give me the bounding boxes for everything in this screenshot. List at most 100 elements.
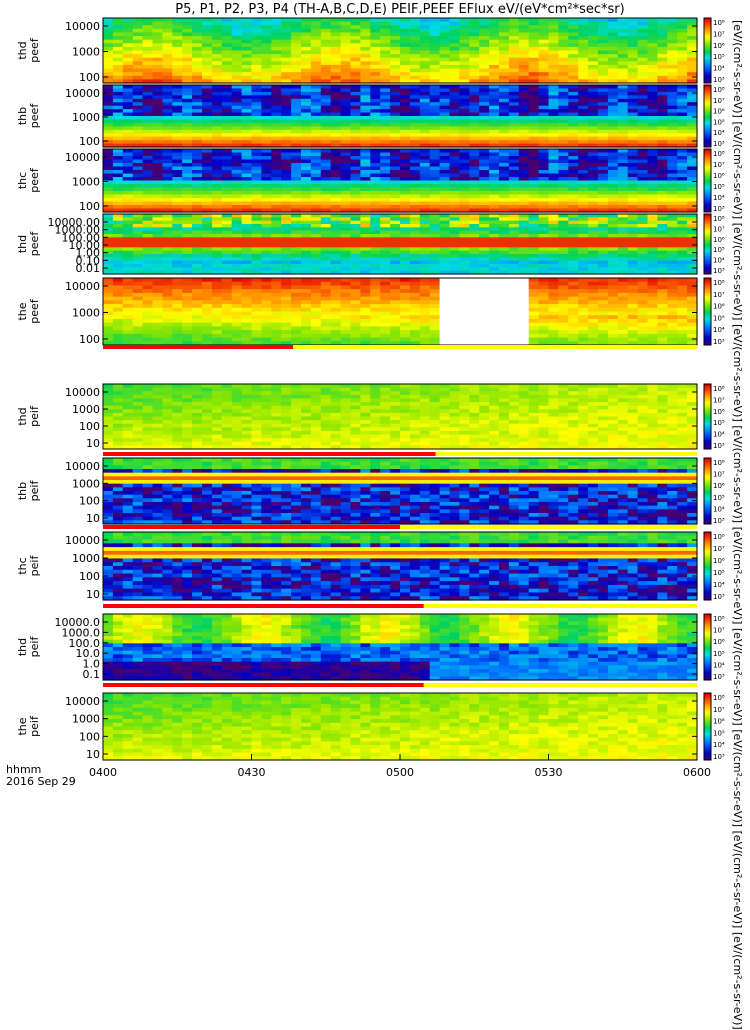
y-tick-label: 10000: [65, 695, 100, 708]
quality-flag-bar: [400, 525, 697, 529]
y-tick-label: 100: [79, 495, 100, 508]
y-tick-label: 100: [79, 333, 100, 346]
y-tick-label: 100: [79, 200, 100, 213]
colorbar-tick: 10⁷: [713, 706, 725, 714]
panel-label: peif: [28, 715, 41, 737]
colorbar-tick: 10⁷: [713, 291, 725, 299]
colorbar-tick: 10⁴: [713, 65, 725, 73]
colorbar-tick: 10³: [713, 673, 725, 681]
colorbar-tick: 10⁷: [713, 396, 725, 404]
colorbar-tick: 10³: [713, 267, 725, 275]
colorbar-tick: 10⁷: [713, 627, 725, 635]
colorbar-tick: 10³: [713, 140, 725, 148]
y-tick-label: 1000: [72, 403, 100, 416]
y-tick-label: 1000: [72, 477, 100, 490]
colorbar-tick: 10³: [713, 517, 725, 525]
colorbar-tick: 10⁷: [713, 30, 725, 38]
x-tick-label: 0530: [535, 766, 563, 779]
colorbar-tick: 10⁷: [713, 545, 725, 553]
y-tick-label: 10: [86, 437, 100, 450]
x-tick-label: 0500: [386, 766, 414, 779]
quality-flag-bar: [103, 604, 424, 608]
colorbar-units-text: [eV/(cm²-s-sr-eV)] [eV/(cm²-s-sr-eV)] [e…: [731, 20, 744, 1030]
colorbar-tick: 10⁴: [713, 194, 725, 202]
colorbar-tick: 10⁶: [713, 108, 725, 116]
colorbar-tick: 10³: [713, 593, 725, 601]
colorbar-tick: 10⁶: [713, 718, 725, 726]
panel-label: peef: [28, 231, 41, 257]
y-tick-label: 1000: [72, 176, 100, 189]
colorbar-tick: 10⁸: [713, 533, 725, 541]
colorbar-tick: 10⁶: [713, 303, 725, 311]
y-tick-label: 10000: [65, 87, 100, 100]
y-tick-label: 1000: [72, 46, 100, 59]
panel-label: peef: [28, 298, 41, 324]
colorbar-tick: 10⁸: [713, 459, 725, 467]
data-gap: [440, 278, 529, 345]
colorbar-tick: 10⁶: [713, 42, 725, 50]
colorbar-tick: 10⁶: [713, 638, 725, 646]
colorbar-tick: 10⁵: [713, 729, 725, 737]
panel-label: peif: [28, 555, 41, 577]
colorbar-tick: 10⁵: [713, 569, 725, 577]
colorbar-tick: 10⁴: [713, 505, 725, 513]
colorbar-tick: 10⁵: [713, 183, 725, 191]
colorbar-tick: 10⁸: [713, 279, 725, 287]
colorbar-tick: 10⁸: [713, 694, 725, 702]
colorbar-tick: 10⁴: [713, 326, 725, 334]
panel-label: peef: [28, 103, 41, 129]
colorbar-tick: 10⁶: [713, 557, 725, 565]
y-tick-label: 10: [86, 748, 100, 761]
y-tick-label: 100: [79, 420, 100, 433]
colorbar-tick: 10⁵: [713, 53, 725, 61]
y-tick-label: 100: [79, 730, 100, 743]
y-tick-label: 10000: [65, 534, 100, 547]
y-tick-label: 1000: [72, 552, 100, 565]
panel-label: peif: [28, 636, 41, 658]
quality-flag-bar: [436, 452, 697, 456]
colorbar-tick: 10³: [713, 205, 725, 213]
colorbar-tick: 10⁴: [713, 661, 725, 669]
quality-flag-bar: [424, 683, 697, 687]
colorbar-tick: 10⁸: [713, 150, 725, 158]
y-tick-label: 10000: [65, 20, 100, 33]
quality-flag-bar: [424, 604, 697, 608]
colorbar-tick: 10⁷: [713, 225, 725, 233]
quality-flag-bar: [103, 452, 436, 456]
y-tick-label: 10: [86, 512, 100, 525]
colorbar-tick: 10⁸: [713, 86, 725, 94]
y-tick-label: 0.1: [83, 668, 101, 681]
panel-label: peif: [28, 480, 41, 502]
colorbar: 10³ 10⁴ 10⁵ 10⁶ 10⁷ 10⁸: [704, 614, 725, 681]
colorbar-tick: 10⁸: [713, 385, 725, 393]
y-tick-label: 100: [79, 570, 100, 583]
colorbar-tick: 10⁶: [713, 236, 725, 244]
colorbar-tick: 10⁵: [713, 246, 725, 254]
y-tick-label: 1000: [72, 713, 100, 726]
colorbar-tick: 10⁸: [713, 615, 725, 623]
colorbar-tick: 10⁵: [713, 118, 725, 126]
colorbar-tick: 10⁵: [713, 650, 725, 658]
quality-flag-bar: [293, 345, 697, 349]
colorbar-tick: 10⁴: [713, 741, 725, 749]
colorbar-tick: 10⁵: [713, 419, 725, 427]
colorbar: 10³ 10⁴ 10⁵ 10⁶ 10⁷ 10⁸: [704, 18, 725, 84]
y-tick-label: 10000: [65, 280, 100, 293]
colorbar-tick: 10⁸: [713, 19, 725, 27]
y-tick-label: 100: [79, 135, 100, 148]
colorbar-tick: 10⁷: [713, 471, 725, 479]
colorbar-tick: 10³: [713, 76, 725, 84]
y-tick-label: 10: [86, 588, 100, 601]
